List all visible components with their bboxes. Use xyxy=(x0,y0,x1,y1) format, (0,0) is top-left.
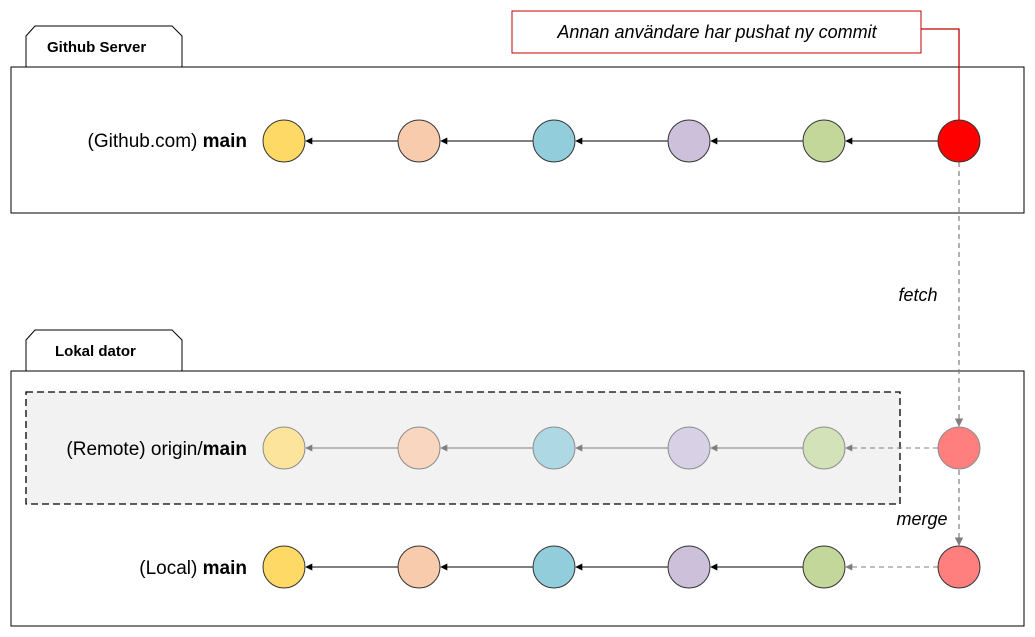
callout-leader-line xyxy=(921,28,960,120)
local-computer-group: Lokal dator (Remote) origin/main (Local)… xyxy=(10,329,1025,627)
github-server-tab xyxy=(25,25,183,67)
merge-connector: merge xyxy=(896,470,964,546)
commit-node xyxy=(937,426,981,470)
remote-commit-chain xyxy=(262,426,981,470)
local-row-label: (Local) main xyxy=(139,558,247,579)
local-computer-tab xyxy=(25,329,183,371)
commit-node xyxy=(667,426,711,470)
github-server-title: Github Server xyxy=(47,39,146,56)
fetch-label: fetch xyxy=(898,285,937,305)
merge-label: merge xyxy=(896,509,947,529)
commit-node xyxy=(262,119,306,163)
local-commit-chain xyxy=(262,545,981,589)
github-server-group: Github Server (Github.com) main xyxy=(10,25,1025,214)
commit-node xyxy=(262,545,306,589)
callout-text: Annan användare har pushat ny commit xyxy=(556,22,877,42)
commit-node xyxy=(532,119,576,163)
server-commit-chain xyxy=(262,119,981,163)
local-computer-title: Lokal dator xyxy=(55,343,136,360)
commit-node xyxy=(937,119,981,163)
commit-node xyxy=(802,545,846,589)
commit-node xyxy=(262,426,306,470)
callout-group: Annan användare har pushat ny commit xyxy=(511,10,960,120)
remote-row-label: (Remote) origin/main xyxy=(66,439,247,460)
server-row-label: (Github.com) main xyxy=(88,131,247,152)
github-server-box xyxy=(10,66,1025,214)
commit-node xyxy=(397,426,441,470)
commit-node xyxy=(532,545,576,589)
commit-node xyxy=(667,119,711,163)
commit-node xyxy=(667,545,711,589)
commit-node xyxy=(397,545,441,589)
commit-node xyxy=(532,426,576,470)
callout-box xyxy=(511,10,922,54)
commit-node xyxy=(802,426,846,470)
commit-node xyxy=(397,119,441,163)
commit-node xyxy=(802,119,846,163)
fetch-connector: fetch xyxy=(898,162,964,427)
commit-node xyxy=(937,545,981,589)
